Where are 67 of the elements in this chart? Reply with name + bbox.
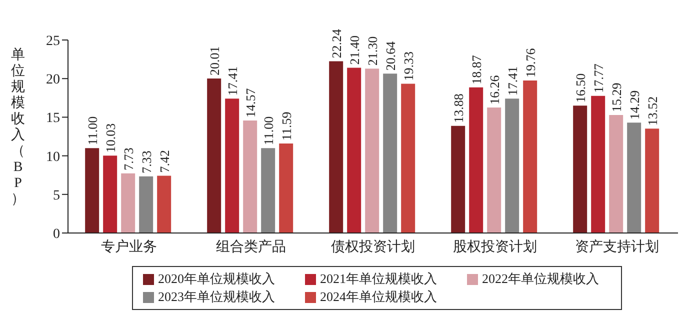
y-tick-label: 0 xyxy=(53,226,60,242)
data-label: 19.33 xyxy=(401,52,416,81)
bar xyxy=(523,80,538,233)
data-label: 20.01 xyxy=(207,46,222,76)
data-label: 21.30 xyxy=(365,36,380,66)
data-label: 19.76 xyxy=(523,48,538,78)
x-tick-label: 股权投资计划 xyxy=(453,238,537,255)
y-tick-label: 5 xyxy=(53,188,60,204)
bar xyxy=(383,74,398,233)
data-label: 11.59 xyxy=(279,112,294,141)
bar xyxy=(469,87,484,233)
data-label: 17.41 xyxy=(505,66,520,96)
data-label: 7.42 xyxy=(157,150,172,173)
data-label: 17.41 xyxy=(225,66,240,96)
y-tick-label: 20 xyxy=(46,72,60,88)
bar xyxy=(329,61,344,233)
y-tick-label: 10 xyxy=(46,150,60,165)
legend-label: 2022年单位规模收入 xyxy=(482,270,599,288)
bar xyxy=(243,120,258,233)
data-label: 7.33 xyxy=(139,150,154,174)
legend-label: 2023年单位规模收入 xyxy=(158,288,275,306)
x-tick-label: 资产支持计划 xyxy=(575,238,659,255)
bar xyxy=(207,78,222,233)
data-label: 13.88 xyxy=(451,94,466,123)
x-tick-label: 债权投资计划 xyxy=(331,238,415,255)
bar xyxy=(591,96,606,233)
data-label: 13.52 xyxy=(645,96,660,126)
bar xyxy=(139,176,154,233)
bar xyxy=(451,126,466,233)
data-label: 10.03 xyxy=(103,123,118,153)
bar xyxy=(401,84,416,233)
bar xyxy=(225,98,240,233)
data-label: 14.57 xyxy=(243,88,258,118)
data-label: 7.73 xyxy=(121,148,136,170)
data-label: 18.87 xyxy=(469,54,484,84)
y-tick-label: 25 xyxy=(46,34,60,49)
y-tick-label: 15 xyxy=(46,111,60,126)
legend-label: 2021年单位规模收入 xyxy=(320,270,437,288)
bar xyxy=(103,156,118,233)
bar xyxy=(573,106,588,233)
data-label: 16.26 xyxy=(487,74,502,104)
data-label: 16.50 xyxy=(573,73,588,103)
bar xyxy=(487,107,502,233)
text: 单位规模收入（BP） xyxy=(11,48,25,207)
data-label: 11.00 xyxy=(261,116,276,146)
x-tick-label: 组合类产品 xyxy=(216,238,286,255)
bar xyxy=(157,176,172,233)
bar xyxy=(645,128,660,233)
bar xyxy=(627,122,642,233)
bar xyxy=(365,68,380,233)
bar xyxy=(609,114,624,233)
data-label: 14.29 xyxy=(627,90,642,120)
bar xyxy=(121,173,136,233)
legend-label: 2024年单位规模收入 xyxy=(320,288,437,306)
bar xyxy=(347,68,362,233)
bar xyxy=(85,148,100,233)
bar xyxy=(261,148,276,233)
bar xyxy=(505,98,520,233)
data-label: 22.24 xyxy=(329,28,344,58)
legend-label: 2020年单位规模收入 xyxy=(158,270,275,288)
bar xyxy=(279,144,294,233)
x-tick-label: 专户业务 xyxy=(101,238,157,255)
data-label: 15.29 xyxy=(609,82,624,112)
data-label: 21.40 xyxy=(347,36,362,65)
data-label: 20.64 xyxy=(383,40,398,71)
data-label: 17.77 xyxy=(591,63,606,93)
data-label: 11.00 xyxy=(85,116,100,146)
